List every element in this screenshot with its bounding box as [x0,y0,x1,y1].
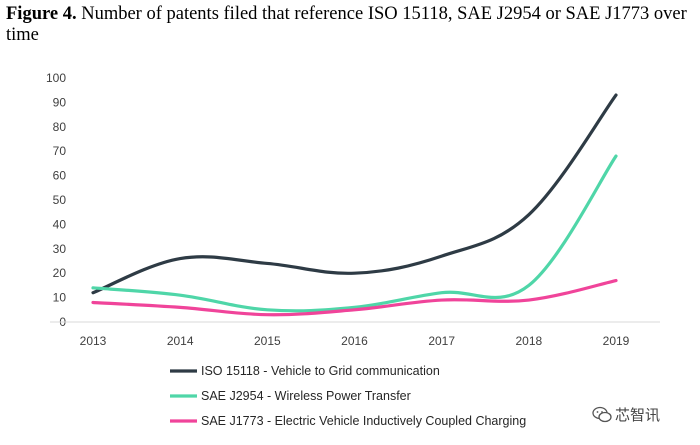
y-tick-label: 70 [53,144,67,158]
legend-label-2: SAE J1773 - Electric Vehicle Inductively… [201,414,526,428]
y-tick-label: 80 [53,120,67,134]
y-tick-label: 60 [53,169,67,183]
figure-caption: Figure 4. Number of patents filed that r… [6,4,696,46]
wechat-icon [592,406,612,422]
y-tick-label: 30 [53,242,67,256]
x-tick-label: 2016 [341,334,368,348]
x-tick-label: 2018 [515,334,542,348]
chart-lines [91,93,618,317]
chart-legend: ISO 15118 - Vehicle to Grid communicatio… [170,364,526,428]
y-tick-label: 90 [53,95,67,109]
y-tick-label: 50 [53,193,67,207]
x-tick-label: 2019 [603,334,630,348]
series-line-1 [91,154,618,313]
x-tick-label: 2013 [80,334,107,348]
y-tick-label: 20 [53,266,67,280]
watermark-text: 芯智讯 [615,406,661,424]
x-tick-label: 2015 [254,334,281,348]
legend-label-1: SAE J2954 - Wireless Power Transfer [201,389,411,403]
figure-label: Figure 4. [6,4,77,24]
series-line-0 [91,93,618,295]
watermark: 芯智讯 [592,404,660,425]
x-tick-label: 2014 [167,334,194,348]
y-tick-label: 40 [53,217,67,231]
legend-label-0: ISO 15118 - Vehicle to Grid communicatio… [201,364,440,378]
x-tick-label: 2017 [428,334,455,348]
y-tick-label: 100 [46,71,66,85]
figure-caption-text: Number of patents filed that reference I… [6,4,687,45]
x-axis: 2013 2014 2015 2016 2017 2018 2019 [50,321,660,348]
series-line-2 [91,278,618,317]
y-tick-label: 10 [53,291,67,305]
